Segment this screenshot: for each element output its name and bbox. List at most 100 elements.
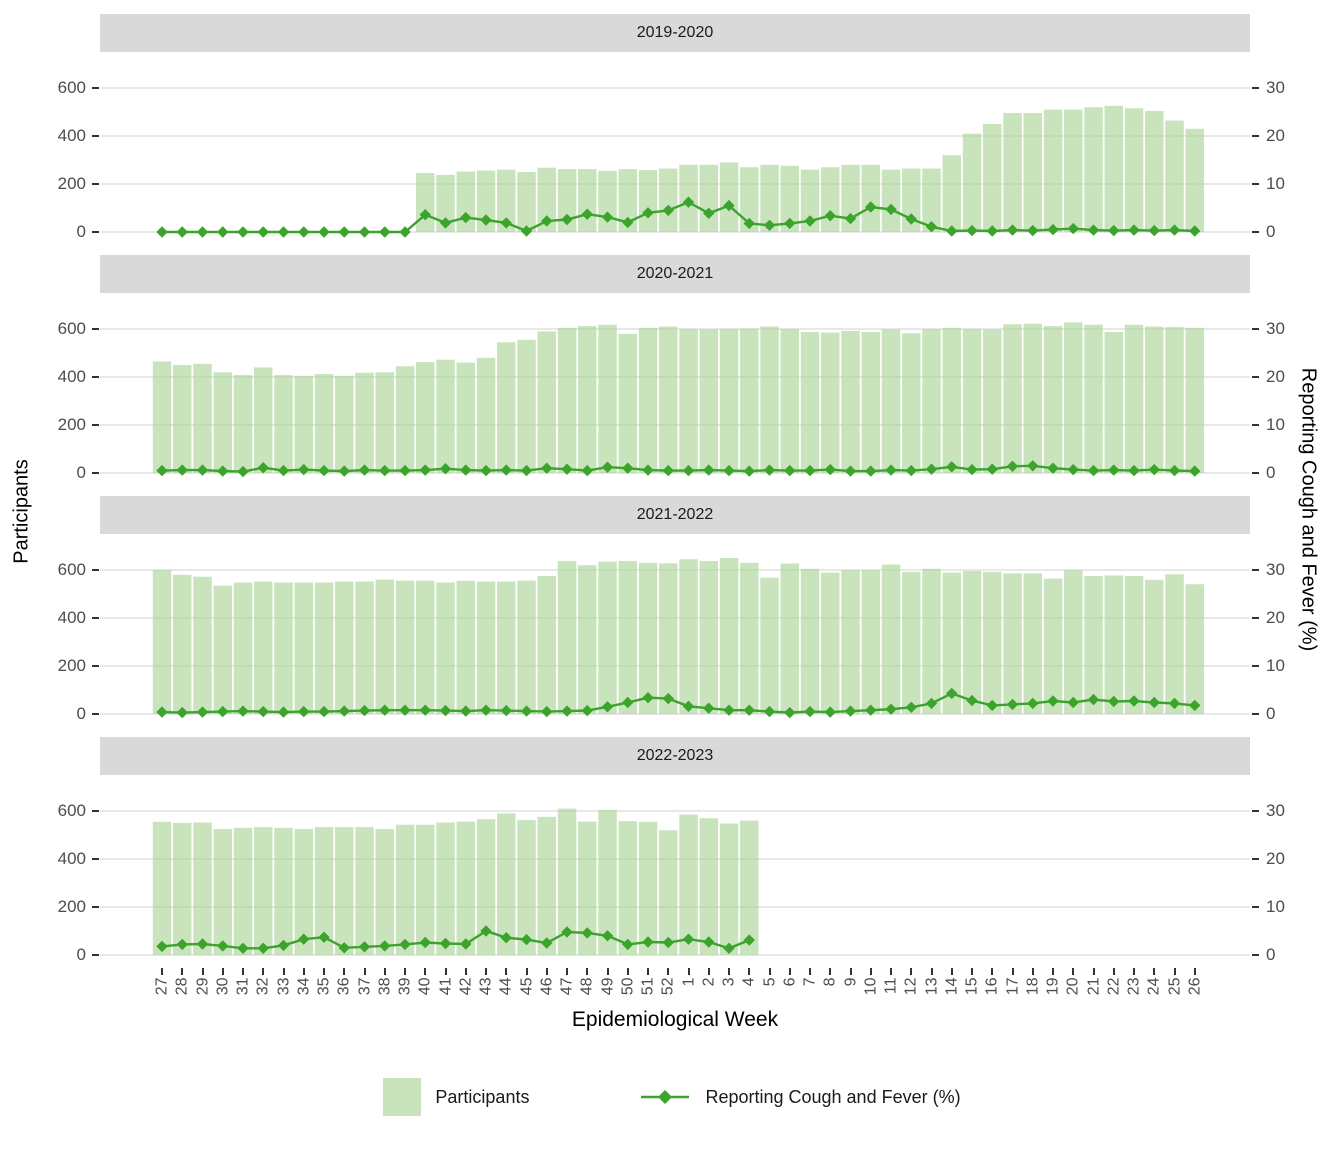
cough-fever-point (156, 226, 168, 238)
x-tick-mark (1052, 968, 1054, 975)
participants-bar (841, 570, 860, 714)
y-tick-mark-left (92, 328, 99, 330)
participants-bar (1084, 107, 1103, 232)
participants-bar (416, 173, 435, 232)
participants-bar (962, 571, 982, 714)
y-tick-label-left: 200 (57, 415, 86, 434)
cough-fever-point (743, 934, 755, 946)
y-tick-mark-left (92, 472, 99, 474)
cough-fever-point (1087, 693, 1100, 706)
cough-fever-point (925, 697, 938, 710)
cough-fever-point (601, 930, 614, 942)
y-tick-label-right: 20 (1266, 126, 1285, 145)
x-tick-mark (282, 968, 285, 975)
cough-fever-point (885, 203, 897, 216)
x-tick-mark (181, 968, 184, 975)
participants-bar (1003, 113, 1022, 232)
participants-bar (294, 582, 313, 714)
participants-bar (983, 124, 1002, 232)
cough-fever-point (824, 706, 836, 718)
y-tick-label-right: 20 (1266, 849, 1285, 868)
participants-bar (375, 829, 394, 955)
participants-bar (294, 829, 313, 955)
participants-bar (679, 814, 698, 955)
participants-bar (1124, 324, 1144, 473)
participants-bar (962, 329, 982, 473)
participants-bar (881, 564, 901, 714)
participants-bar (578, 821, 597, 955)
cough-fever-point (804, 705, 816, 718)
x-tick-mark (525, 968, 528, 975)
x-tick-mark (1011, 968, 1014, 975)
x-tick-mark (728, 968, 730, 975)
cough-fever-point (1006, 460, 1019, 472)
cough-fever-point (784, 706, 796, 719)
y-tick-mark-left (92, 87, 99, 89)
participants-bar (1124, 576, 1144, 714)
cough-fever-point (460, 464, 472, 476)
participants-bar (821, 167, 840, 232)
x-tick-mark (242, 968, 244, 975)
cough-fever-point (601, 701, 614, 713)
participants-bar (456, 580, 475, 714)
cough-fever-point (1148, 696, 1160, 709)
participants-bar (1043, 326, 1063, 473)
participants-bar (152, 361, 172, 473)
facet-panel-2019-2020 (100, 52, 1250, 245)
participants-bar (922, 168, 941, 232)
participants-bar (193, 822, 212, 955)
participants-bar (841, 330, 860, 473)
participants-bar (780, 329, 799, 473)
cough-fever-point (642, 464, 654, 476)
participants-bar (598, 170, 617, 232)
x-tick-mark (910, 968, 913, 975)
participants-bar (335, 827, 354, 955)
cough-fever-point (703, 464, 715, 476)
x-tick-mark (1173, 968, 1176, 975)
y-tick-label-right: 20 (1266, 608, 1285, 627)
cough-fever-point (662, 464, 674, 477)
cough-fever-point (662, 936, 674, 949)
participants-bar (618, 560, 637, 714)
participants-bar (335, 581, 354, 714)
cough-fever-point (946, 461, 958, 473)
participants-bar (173, 823, 192, 955)
x-tick-mark (707, 968, 710, 975)
y-tick-label-left: 200 (57, 897, 86, 916)
x-tick-mark (221, 968, 224, 975)
participants-bar (699, 329, 718, 473)
cough-fever-point (399, 226, 411, 238)
x-tick-mark (1153, 968, 1156, 975)
x-tick-mark (383, 968, 386, 975)
x-tick-mark (161, 968, 163, 975)
cough-fever-point (541, 705, 553, 718)
participants-bar (517, 580, 536, 714)
participants-bar (476, 170, 496, 232)
cough-fever-point (561, 463, 573, 475)
participants-bar (659, 326, 678, 473)
cough-fever-point (966, 694, 978, 707)
cough-fever-point (1067, 222, 1079, 235)
participants-bar (497, 581, 516, 714)
participants-bar (557, 327, 577, 473)
facet-panel-2020-2021 (100, 293, 1250, 486)
cough-fever-point (439, 463, 452, 475)
participants-bar (1104, 331, 1123, 473)
participants-bar (233, 375, 253, 473)
participants-bar (557, 808, 577, 955)
participants-bar (800, 568, 820, 714)
cough-fever-point (622, 938, 634, 951)
cough-fever-point (541, 937, 553, 949)
x-tick-mark (545, 968, 548, 975)
participants-bar (1185, 584, 1204, 714)
legend: Participants Reporting Cough and Fever (… (0, 1072, 1344, 1122)
x-tick-mark (626, 968, 629, 975)
y-tick-label-right: 30 (1266, 801, 1285, 820)
participants-bar (436, 582, 455, 714)
cough-fever-point (1189, 465, 1201, 477)
cough-fever-point (642, 207, 654, 219)
participants-bar (740, 562, 759, 714)
participants-bar (598, 561, 617, 714)
cough-fever-legend-label: Reporting Cough and Fever (%) (705, 1086, 961, 1107)
